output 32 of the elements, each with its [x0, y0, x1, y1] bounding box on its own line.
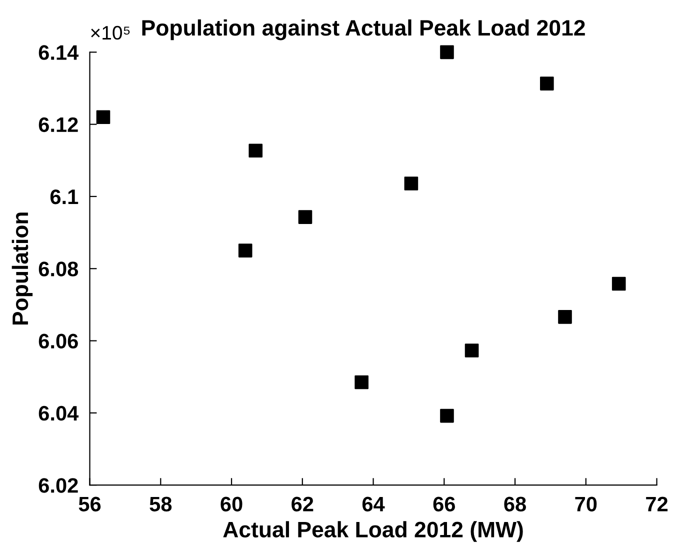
- x-tick-label: 58: [150, 496, 172, 512]
- y-tick-label: 6.04: [38, 406, 79, 421]
- point: [298, 210, 312, 224]
- point: [540, 76, 554, 90]
- x-tick-label: 68: [504, 496, 526, 512]
- point: [96, 110, 110, 124]
- x-tick-label: 56: [78, 496, 101, 512]
- point: [440, 408, 454, 423]
- x-axis-title: Actual Peak Load 2012 (MW): [223, 521, 523, 542]
- y-tick-label: 6.1: [50, 189, 78, 204]
- point: [248, 144, 263, 158]
- point: [464, 344, 479, 358]
- y-tick-label: 6.06: [38, 334, 78, 349]
- point: [404, 176, 418, 190]
- y-tick-label: 6.02: [38, 478, 78, 493]
- point: [558, 310, 572, 324]
- x-tick-label: 62: [292, 496, 314, 512]
- text: ×10⁵: [91, 26, 130, 40]
- x-tick-label: 60: [220, 496, 242, 512]
- point: [440, 45, 454, 60]
- point: [238, 244, 252, 258]
- chart-title: Population against Actual Peak Load 2012: [142, 19, 585, 40]
- y-tick-label: 6.12: [38, 117, 78, 132]
- y-axis-title: Population: [12, 212, 33, 325]
- y-tick-label: 6.08: [38, 262, 78, 276]
- x-tick-label: 66: [433, 496, 455, 512]
- x-tick-label: 64: [362, 496, 385, 512]
- x-tick-label: 70: [575, 496, 597, 512]
- x-tick-label: 72: [646, 496, 668, 512]
- point: [354, 375, 368, 390]
- y-tick-label: 6.14: [38, 45, 79, 60]
- point: [612, 276, 626, 291]
